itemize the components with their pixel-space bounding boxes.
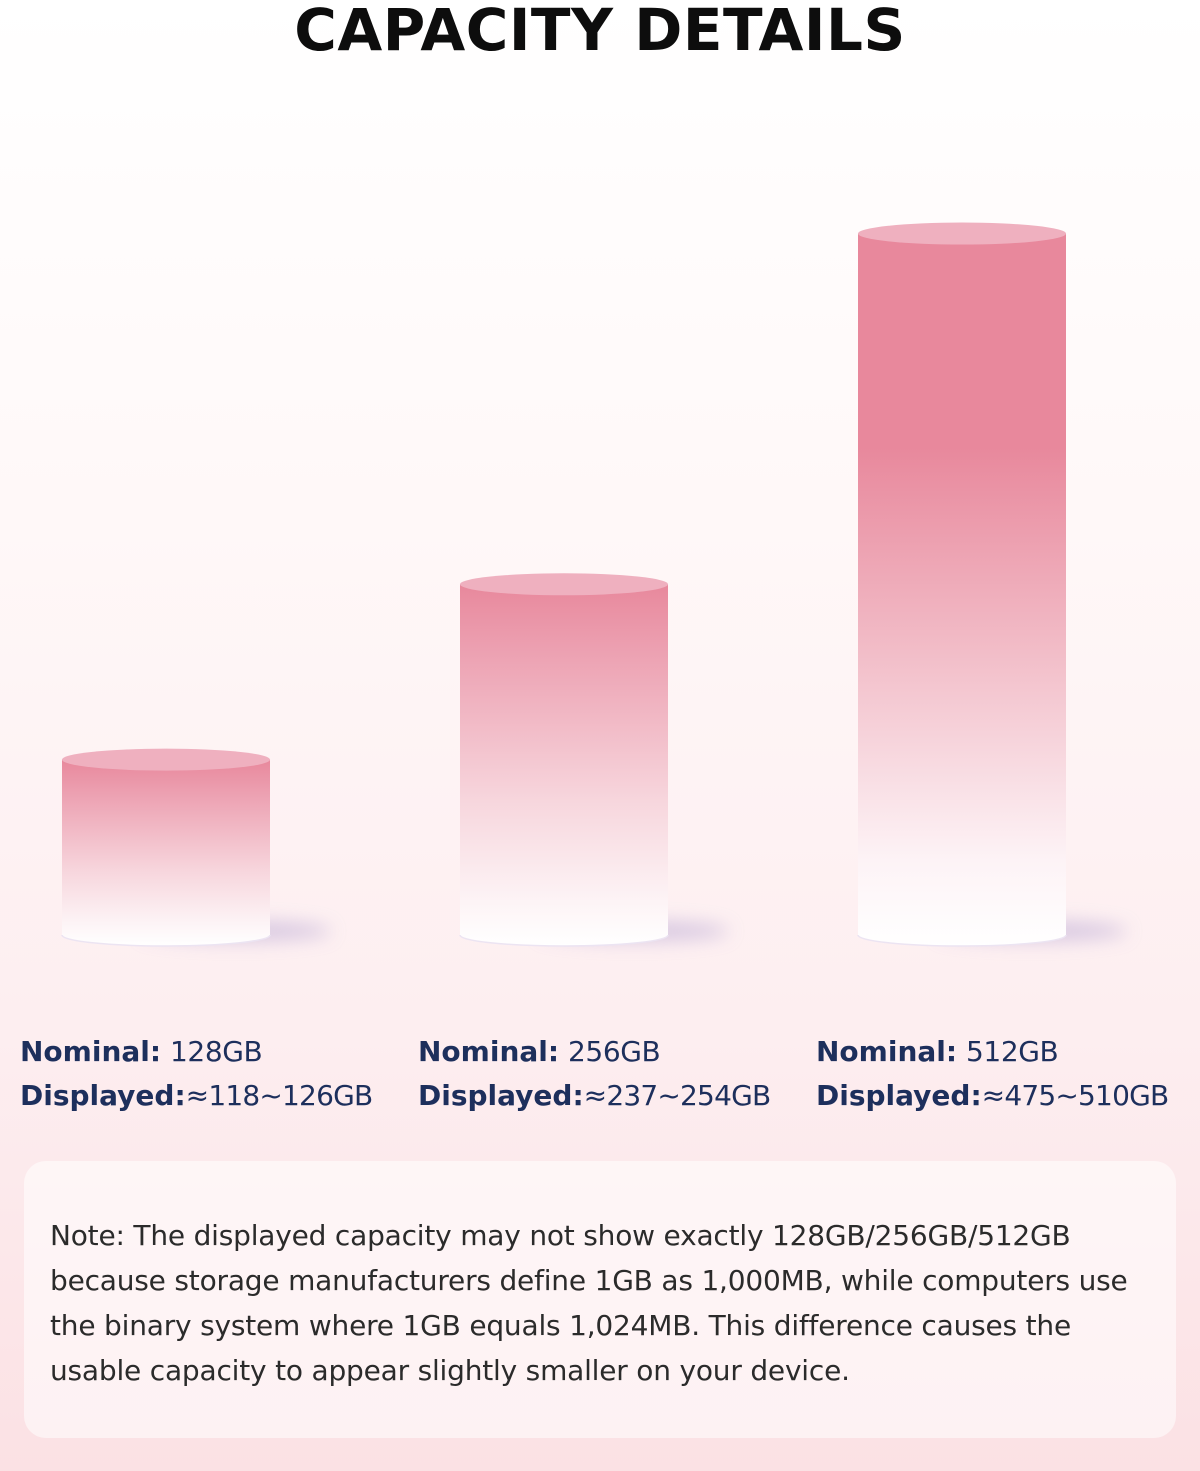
bar-top bbox=[460, 573, 668, 596]
nominal-label: Nominal: bbox=[816, 1035, 958, 1068]
displayed-label: Displayed: bbox=[20, 1079, 186, 1112]
bar-top bbox=[62, 748, 270, 771]
bar-128GB bbox=[61, 748, 331, 947]
bar-bottom-rim bbox=[61, 934, 271, 947]
bar-body bbox=[460, 584, 668, 946]
capacity-label-512: Nominal: 512GB Displayed:≈475~510GB bbox=[816, 1030, 1170, 1118]
nominal-label: Nominal: bbox=[20, 1035, 162, 1068]
bar-bottom-rim bbox=[857, 934, 1067, 947]
nominal-label: Nominal: bbox=[418, 1035, 560, 1068]
displayed-label: Displayed: bbox=[418, 1079, 584, 1112]
displayed-value: ≈237~254GB bbox=[583, 1079, 772, 1112]
bar-body bbox=[62, 759, 270, 946]
bar-512GB bbox=[857, 222, 1127, 947]
displayed-label: Displayed: bbox=[816, 1079, 982, 1112]
bar-256GB bbox=[459, 573, 729, 947]
capacity-label-128: Nominal: 128GB Displayed:≈118~126GB bbox=[20, 1030, 374, 1118]
displayed-value: ≈118~126GB bbox=[185, 1079, 374, 1112]
nominal-value: 512GB bbox=[965, 1035, 1059, 1068]
page-title: CAPACITY DETAILS bbox=[294, 0, 906, 64]
capacity-labels: Nominal: 128GB Displayed:≈118~126GB Nomi… bbox=[0, 1030, 1200, 1140]
bar-bottom-rim bbox=[459, 934, 669, 947]
displayed-value: ≈475~510GB bbox=[981, 1079, 1170, 1112]
capacity-chart bbox=[61, 222, 1127, 947]
bar-body bbox=[858, 233, 1066, 946]
nominal-value: 256GB bbox=[567, 1035, 661, 1068]
note-text: Note: The displayed capacity may not sho… bbox=[50, 1219, 1128, 1387]
bar-top bbox=[858, 222, 1066, 245]
capacity-label-256: Nominal: 256GB Displayed:≈237~254GB bbox=[418, 1030, 772, 1118]
note-box: Note: The displayed capacity may not sho… bbox=[24, 1161, 1176, 1438]
nominal-value: 128GB bbox=[169, 1035, 263, 1068]
